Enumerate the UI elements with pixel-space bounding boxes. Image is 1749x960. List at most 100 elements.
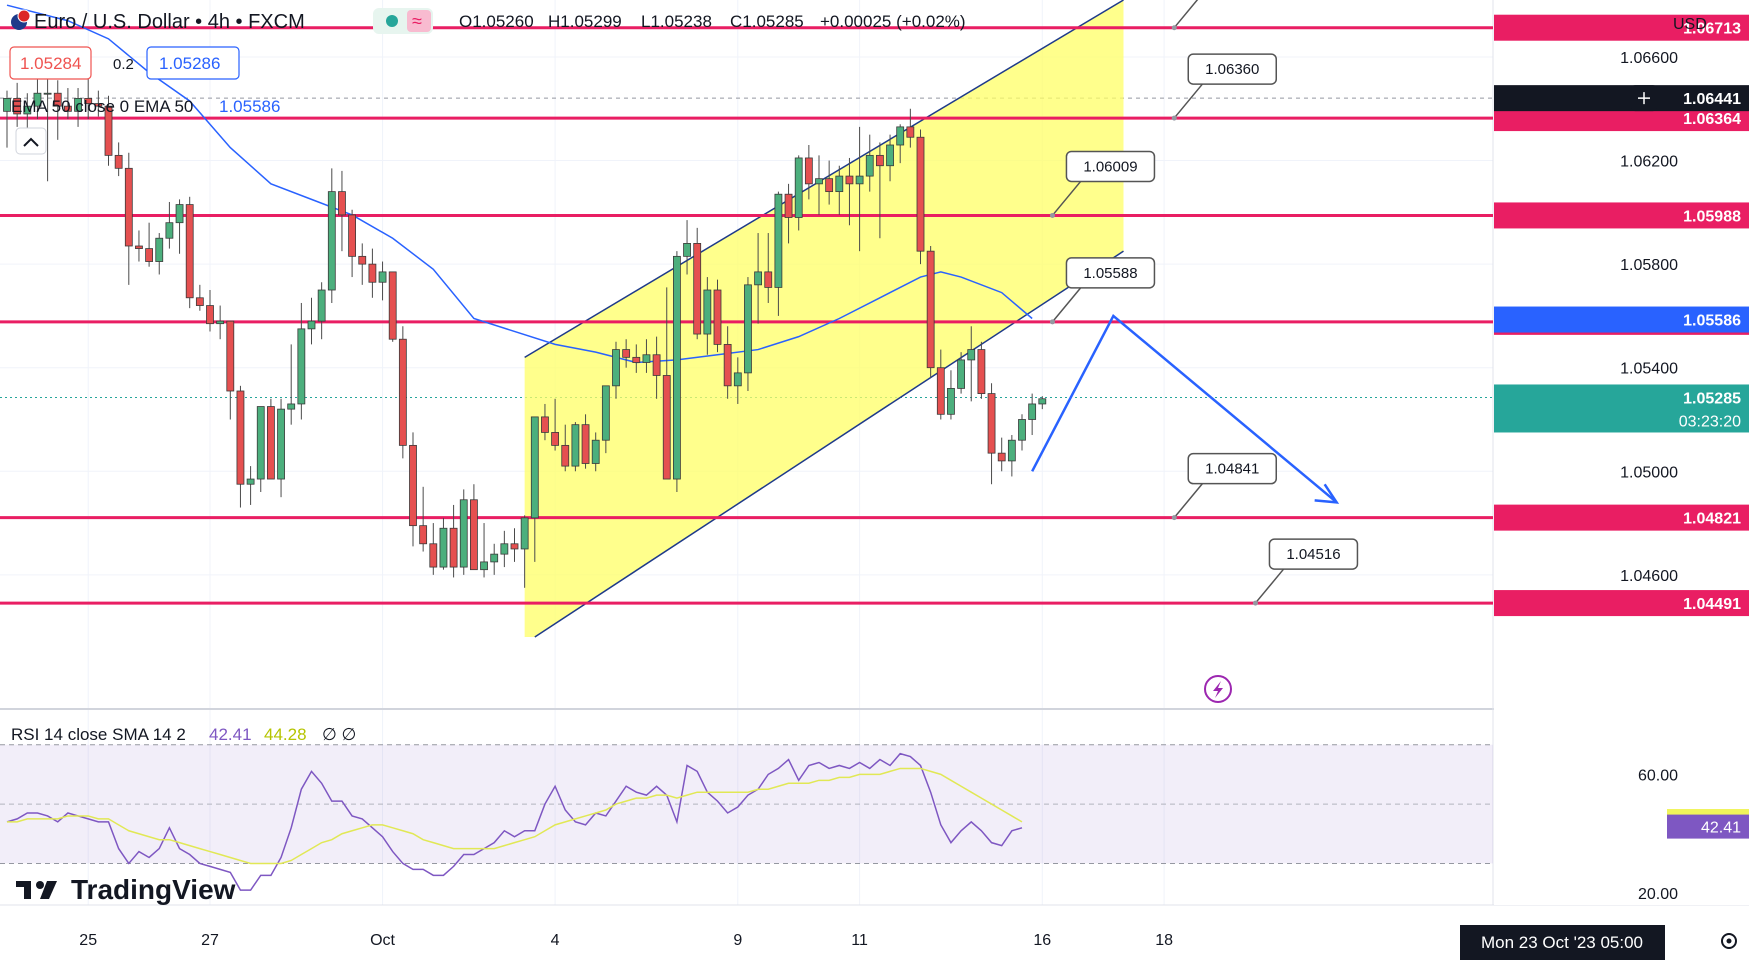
candle-body xyxy=(358,255,367,265)
candle-body xyxy=(662,375,671,480)
candle-body xyxy=(520,517,529,550)
price-tick-label: 1.05000 xyxy=(1620,464,1678,481)
currency-selector[interactable]: USD xyxy=(1673,16,1707,33)
collapse-button[interactable] xyxy=(15,127,47,155)
candle-body xyxy=(3,97,11,112)
callout-box[interactable] xyxy=(1065,150,1156,183)
candle-body xyxy=(723,343,732,387)
candle-body xyxy=(591,439,600,464)
time-axis[interactable]: 25 27 Oct 4 9 11 16 18 Mon 23 Oct '23 05:00 xyxy=(79,925,1665,960)
horizontal-levels[interactable] xyxy=(0,26,1493,605)
ohlc-high: H1.05299 xyxy=(548,12,622,31)
callout-pointer xyxy=(1173,482,1204,519)
candle-body xyxy=(368,263,377,283)
price-tick-label: 1.05400 xyxy=(1620,361,1678,378)
settings-button[interactable] xyxy=(1721,933,1737,949)
candle-body xyxy=(632,356,641,363)
callout-box[interactable] xyxy=(1187,452,1277,485)
candle-body xyxy=(307,320,316,330)
candle-body xyxy=(997,452,1006,462)
candle-body xyxy=(1007,439,1016,462)
candle-body xyxy=(652,354,661,376)
rsi-sma-line xyxy=(7,767,1023,865)
candle-body xyxy=(916,136,925,252)
candles xyxy=(3,77,1047,588)
rsi-value-tag: 42.41 xyxy=(1701,820,1741,837)
level-price-tag-bg[interactable] xyxy=(1494,504,1749,531)
candle-body xyxy=(581,424,590,464)
callout-box[interactable] xyxy=(1065,257,1156,289)
candle-body xyxy=(784,193,793,218)
channel-lower-line xyxy=(534,250,1124,638)
level-callouts[interactable]: 1.067201.063601.060091.055881.048411.045… xyxy=(1049,0,1359,606)
spread: 0.2 xyxy=(113,56,134,73)
level-price-tag-bg[interactable] xyxy=(1494,202,1749,229)
time-tick-label: 4 xyxy=(551,932,560,949)
candle-body xyxy=(348,214,357,257)
tradingview-logo[interactable]: TradingView xyxy=(16,874,236,905)
ema-label: EMA 50 close 0 EMA 50 xyxy=(11,97,193,116)
callout-box[interactable] xyxy=(1187,53,1277,85)
rsi-value: 42.41 xyxy=(209,725,252,744)
candle-body xyxy=(825,178,834,193)
level-price-tag-bg[interactable] xyxy=(1494,14,1749,41)
candle-body xyxy=(378,271,387,283)
price-tick-label: 1.05800 xyxy=(1620,257,1678,274)
candle-body xyxy=(449,527,458,568)
candle-body xyxy=(124,167,133,247)
cursor-time-tag-bg[interactable] xyxy=(1460,925,1665,960)
rsi-label: RSI 14 close SMA 14 2 xyxy=(11,725,186,744)
cursor-price-tag-bg[interactable] xyxy=(1494,85,1749,112)
channel-upper-line xyxy=(524,0,1124,358)
callout-pointer xyxy=(1173,0,1199,29)
level-price-tag-bg[interactable] xyxy=(1494,590,1749,617)
candle-body xyxy=(683,243,691,257)
callout-box[interactable] xyxy=(1268,538,1359,570)
ema50-line xyxy=(6,4,1033,364)
candle-body xyxy=(987,393,996,454)
candle-body xyxy=(297,328,306,405)
callout-anchor xyxy=(1049,212,1055,218)
candle-body xyxy=(713,289,722,345)
header-legend: Euro / U.S. Dollar • 4h • FXCM ≈ O1.0526… xyxy=(11,8,966,34)
candle-body xyxy=(84,97,93,104)
candle-body xyxy=(947,388,955,415)
time-tick-label: 9 xyxy=(733,932,742,949)
price-axis[interactable]: 1.06600 1.06200 1.05800 1.05400 1.05000 1.046… xyxy=(1494,0,1749,905)
candle-body xyxy=(865,154,874,177)
candle-body xyxy=(236,390,245,485)
candle-body xyxy=(703,289,712,335)
callout-anchor xyxy=(1171,115,1177,121)
alert-icon[interactable] xyxy=(1204,675,1232,703)
rsi-tick-label: 60.00 xyxy=(1638,767,1678,784)
projection-path[interactable] xyxy=(1031,313,1338,504)
candle-body xyxy=(317,289,326,322)
candle-body xyxy=(926,250,935,369)
candle-body xyxy=(876,154,884,167)
candle-body xyxy=(774,193,783,288)
rsi-value-tag-bg[interactable] xyxy=(1667,814,1749,839)
sell-button[interactable] xyxy=(9,46,92,80)
trade-buttons[interactable]: 1.05284 0.2 1.05286 xyxy=(9,46,240,80)
level-price-tag: 1.04491 xyxy=(1683,596,1741,613)
candle-body xyxy=(1028,403,1037,420)
candle-body xyxy=(145,248,154,262)
candle-body xyxy=(216,320,225,325)
ema-price-tag-bg[interactable] xyxy=(1494,306,1749,333)
market-open-icon xyxy=(386,15,398,27)
projection-arrow[interactable] xyxy=(1031,313,1340,504)
level-price-tag: 1.06364 xyxy=(1683,111,1741,128)
candle-body xyxy=(64,105,72,112)
last-price-tag-bg[interactable] xyxy=(1494,384,1749,433)
time-tick-label: 25 xyxy=(79,932,97,949)
candle-body xyxy=(94,103,103,107)
candle-body xyxy=(419,525,428,545)
candle-body xyxy=(815,178,823,185)
buy-button[interactable] xyxy=(146,46,240,80)
callout-label: 1.04841 xyxy=(1205,461,1259,478)
price-tick-label: 1.06200 xyxy=(1620,154,1678,171)
symbol-title[interactable]: Euro / U.S. Dollar • 4h • FXCM xyxy=(34,11,305,33)
ema-legend[interactable]: EMA 50 close 0 EMA 50 1.05586 xyxy=(11,97,280,155)
candle-body xyxy=(612,349,620,387)
